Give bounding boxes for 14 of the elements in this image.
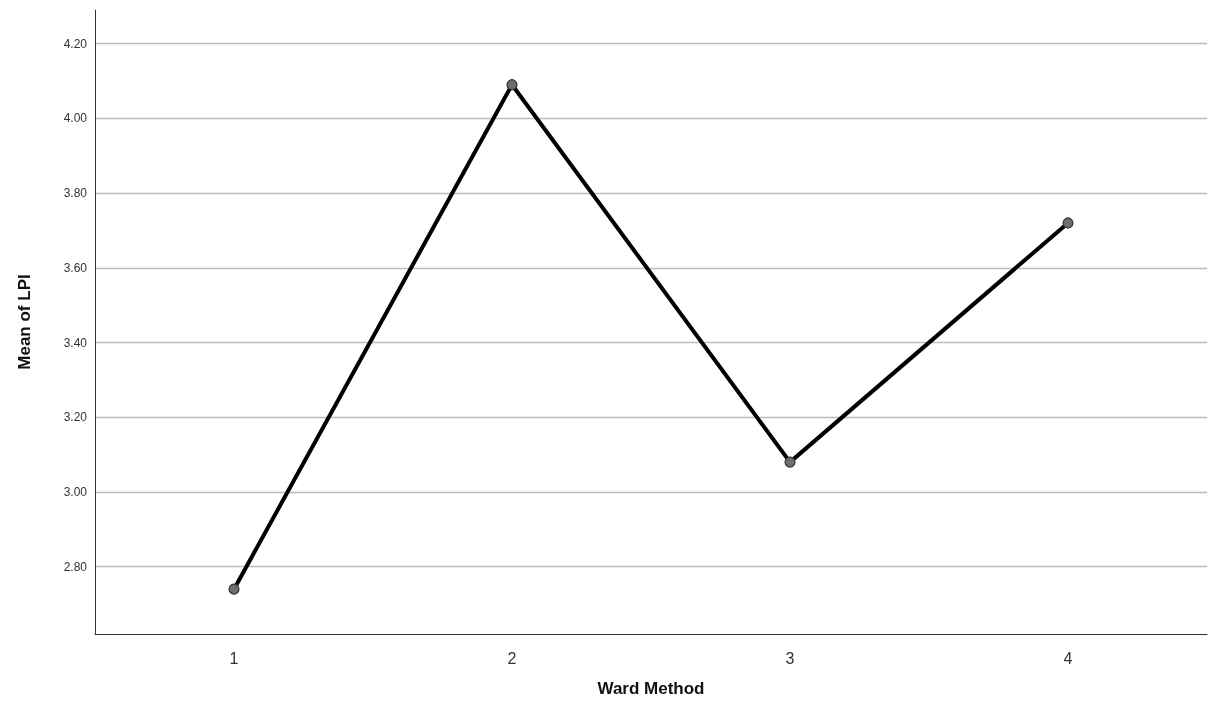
y-tick-label: 3.40 <box>63 335 88 350</box>
y-tick-label: 4.20 <box>63 36 88 51</box>
x-tick-label: 4 <box>1063 649 1073 667</box>
y-tick-label: 4.00 <box>63 111 88 126</box>
y-tick-label: 3.80 <box>63 186 88 201</box>
x-tick-label: 3 <box>785 649 795 667</box>
x-tick-label: 1 <box>229 649 239 667</box>
y-tick-label: 2.80 <box>63 559 88 574</box>
x-tick-label: 2 <box>507 649 517 667</box>
y-tick-label: 3.20 <box>63 410 88 425</box>
y-tick-label: 3.00 <box>63 485 88 500</box>
y-tick-label: 3.60 <box>63 260 88 275</box>
y-axis-title: Mean of LPI <box>15 274 34 370</box>
x-axis-title: Ward Method <box>597 679 705 698</box>
